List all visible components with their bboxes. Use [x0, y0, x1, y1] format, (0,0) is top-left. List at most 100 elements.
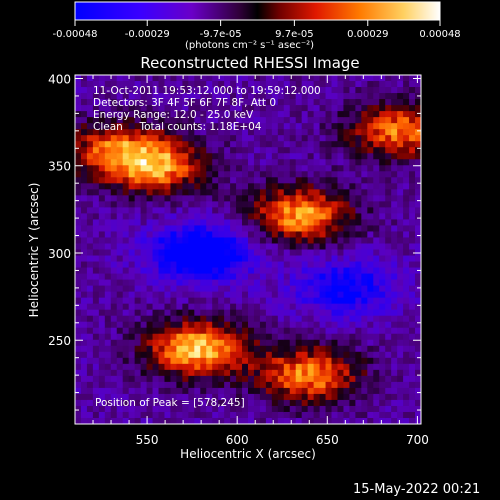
heatmap-cell: [361, 405, 368, 413]
heatmap-cell: [325, 327, 333, 335]
heatmap-cell: [212, 255, 219, 263]
heatmap-cell: [122, 261, 130, 269]
heatmap-cell: [164, 381, 172, 389]
heatmap-cell: [415, 231, 421, 239]
heatmap-cell: [397, 393, 404, 401]
heatmap-cell: [182, 363, 189, 371]
heatmap-cell: [283, 165, 291, 172]
heatmap-cell: [194, 351, 201, 359]
heatmap-cell: [158, 231, 166, 239]
heatmap-cell: [307, 123, 315, 130]
heatmap-cell: [379, 237, 386, 245]
heatmap-cell: [140, 129, 148, 136]
heatmap-cell: [230, 291, 237, 299]
heatmap-cell: [379, 267, 386, 275]
heatmap-cell: [188, 309, 195, 317]
heatmap-cell: [391, 279, 398, 287]
heatmap-cell: [170, 81, 178, 88]
heatmap-cell: [152, 183, 160, 190]
heatmap-cell: [128, 111, 136, 118]
heatmap-cell: [349, 351, 356, 359]
heatmap-cell: [343, 369, 351, 377]
heatmap-cell: [367, 381, 374, 389]
heatmap-cell: [397, 411, 404, 419]
heatmap-cell: [313, 309, 321, 317]
heatmap-cell: [158, 297, 166, 305]
heatmap-cell: [152, 273, 160, 281]
heatmap-cell: [80, 201, 88, 208]
heatmap-cell: [176, 327, 183, 335]
heatmap-cell: [152, 171, 160, 178]
heatmap-cell: [182, 291, 189, 299]
energy-range-text: Energy Range: 12.0 - 25.0 keV: [93, 109, 254, 121]
heatmap-cell: [349, 213, 356, 221]
heatmap-cell: [92, 315, 100, 323]
heatmap-cell: [289, 75, 297, 82]
heatmap-cell: [325, 387, 333, 395]
heatmap-cell: [164, 297, 172, 305]
heatmap-cell: [98, 339, 106, 347]
heatmap-cell: [271, 405, 279, 413]
heatmap-cell: [194, 129, 201, 136]
heatmap-cell: [283, 363, 291, 371]
heatmap-cell: [200, 363, 207, 371]
heatmap-cell: [170, 285, 178, 293]
heatmap-cell: [176, 195, 183, 202]
heatmap-cell: [319, 177, 327, 184]
heatmap-cell: [224, 201, 231, 208]
heatmap-cell: [218, 351, 225, 359]
heatmap-cell: [188, 339, 195, 347]
heatmap-cell: [110, 297, 118, 305]
heatmap-cell: [295, 153, 303, 160]
heatmap-cell: [152, 417, 160, 424]
heatmap-cell: [86, 315, 94, 323]
heatmap-cell: [212, 309, 219, 317]
heatmap-cell: [355, 261, 362, 269]
heatmap-cell: [164, 405, 172, 413]
heatmap-cell: [403, 201, 410, 208]
heatmap-cell: [265, 219, 273, 227]
heatmap-cell: [152, 123, 160, 130]
heatmap-cell: [379, 315, 386, 323]
heatmap-cell: [391, 315, 398, 323]
heatmap-cell: [140, 381, 148, 389]
heatmap-cell: [212, 159, 219, 166]
heatmap-cell: [98, 219, 106, 227]
heatmap-cell: [164, 255, 172, 263]
heatmap-cell: [271, 351, 279, 359]
heatmap-cell: [313, 237, 321, 245]
heatmap-cell: [80, 225, 88, 233]
heatmap-cell: [331, 381, 339, 389]
heatmap-cell: [80, 141, 88, 148]
heatmap-cell: [116, 417, 124, 424]
heatmap-cell: [301, 339, 309, 347]
heatmap-cell: [248, 279, 255, 287]
heatmap-cell: [355, 165, 362, 172]
heatmap-cell: [104, 99, 112, 106]
heatmap-cell: [271, 369, 279, 377]
heatmap-cell: [122, 93, 130, 100]
heatmap-cell: [271, 75, 279, 82]
heatmap-cell: [361, 249, 368, 257]
heatmap-cell: [367, 147, 374, 154]
heatmap-cell: [397, 369, 404, 377]
heatmap-cell: [337, 339, 345, 347]
heatmap-cell: [253, 165, 261, 172]
heatmap-cell: [277, 81, 285, 88]
heatmap-cell: [337, 189, 345, 196]
heatmap-cell: [122, 315, 130, 323]
heatmap-cell: [283, 81, 291, 88]
heatmap-cell: [170, 279, 178, 287]
heatmap-cell: [230, 345, 237, 353]
heatmap-cell: [271, 219, 279, 227]
heatmap-cell: [182, 297, 189, 305]
heatmap-cell: [379, 327, 386, 335]
heatmap-cell: [104, 213, 112, 221]
heatmap-cell: [403, 267, 410, 275]
heatmap-cell: [218, 213, 225, 221]
heatmap-cell: [206, 279, 213, 287]
heatmap-cell: [146, 135, 154, 142]
heatmap-cell: [379, 195, 386, 202]
heatmap-cell: [236, 75, 243, 82]
heatmap-cell: [403, 405, 410, 413]
